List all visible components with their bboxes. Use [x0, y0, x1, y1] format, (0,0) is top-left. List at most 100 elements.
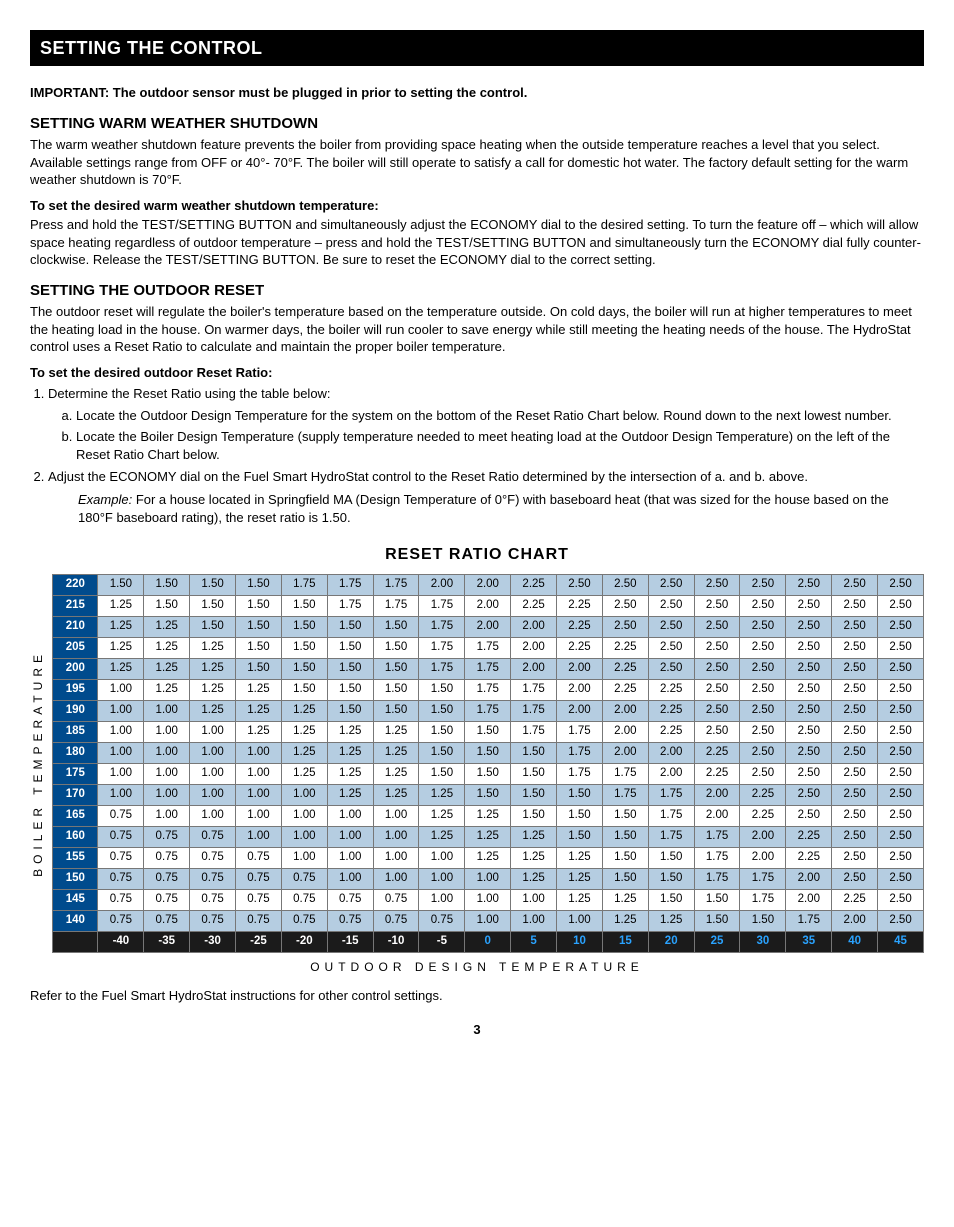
outdoor-reset-paragraph-1: The outdoor reset will regulate the boil…: [30, 303, 924, 356]
chart-cell: 0.75: [373, 910, 419, 931]
chart-cell: 1.50: [419, 679, 465, 700]
chart-cell: 2.00: [602, 742, 648, 763]
chart-cell: 2.50: [602, 574, 648, 595]
chart-cell: 1.75: [648, 826, 694, 847]
chart-cell: 1.25: [236, 679, 282, 700]
chart-cell: 2.50: [832, 700, 878, 721]
chart-row-header: 175: [53, 763, 98, 784]
chart-cell: 1.50: [511, 763, 557, 784]
chart-col-header: -5: [419, 931, 465, 952]
chart-cell: 2.25: [511, 595, 557, 616]
chart-cell: 1.00: [511, 889, 557, 910]
outdoor-reset-subheading: To set the desired outdoor Reset Ratio:: [30, 364, 924, 382]
chart-cell: 2.00: [419, 574, 465, 595]
chart-cell: 1.25: [190, 679, 236, 700]
chart-cell: 2.00: [786, 868, 832, 889]
chart-cell: 0.75: [98, 910, 144, 931]
chart-cell: 1.75: [557, 742, 603, 763]
chart-cell: 0.75: [98, 868, 144, 889]
chart-cell: 1.50: [373, 700, 419, 721]
chart-cell: 1.75: [602, 763, 648, 784]
chart-cell: 1.75: [557, 763, 603, 784]
chart-cell: 1.00: [327, 826, 373, 847]
chart-cell: 1.25: [511, 868, 557, 889]
chart-cell: 1.00: [190, 805, 236, 826]
chart-cell: 1.25: [465, 847, 511, 868]
chart-cell: 1.50: [648, 868, 694, 889]
chart-cell: 2.25: [832, 889, 878, 910]
chart-row-header: 190: [53, 700, 98, 721]
chart-cell: 2.25: [648, 679, 694, 700]
chart-cell: 1.00: [327, 847, 373, 868]
chart-cell: 1.00: [144, 742, 190, 763]
chart-cell: 0.75: [98, 889, 144, 910]
chart-cell: 1.00: [465, 910, 511, 931]
chart-cell: 1.50: [190, 616, 236, 637]
heading-outdoor-reset: SETTING THE OUTDOOR RESET: [30, 281, 924, 301]
chart-cell: 0.75: [373, 889, 419, 910]
chart-cell: 2.50: [602, 595, 648, 616]
chart-cell: 1.00: [281, 805, 327, 826]
chart-cell: 1.75: [465, 700, 511, 721]
chart-col-header: -35: [144, 931, 190, 952]
chart-cell: 0.75: [190, 910, 236, 931]
chart-cell: 2.00: [511, 637, 557, 658]
chart-cell: 2.50: [832, 679, 878, 700]
chart-cell: 1.25: [327, 763, 373, 784]
chart-cell: 1.75: [694, 847, 740, 868]
chart-col-header: -40: [98, 931, 144, 952]
chart-x-axis-label: OUTDOOR DESIGN TEMPERATURE: [30, 959, 924, 975]
chart-cell: 2.50: [694, 637, 740, 658]
chart-row-header: 185: [53, 721, 98, 742]
chart-col-header: 15: [602, 931, 648, 952]
chart-col-header: -15: [327, 931, 373, 952]
chart-cell: 2.25: [740, 805, 786, 826]
chart-col-header: -25: [236, 931, 282, 952]
chart-cell: 1.50: [373, 616, 419, 637]
chart-cell: 1.25: [144, 637, 190, 658]
chart-cell: 1.50: [98, 574, 144, 595]
chart-cell: 2.25: [557, 637, 603, 658]
chart-cell: 2.50: [740, 658, 786, 679]
chart-cell: 1.50: [694, 889, 740, 910]
chart-cell: 1.50: [236, 574, 282, 595]
chart-cell: 1.25: [327, 721, 373, 742]
chart-cell: 1.50: [557, 784, 603, 805]
chart-row-header: 220: [53, 574, 98, 595]
chart-cell: 1.00: [327, 868, 373, 889]
chart-cell: 1.50: [511, 805, 557, 826]
chart-cell: 1.25: [144, 616, 190, 637]
chart-col-header: 45: [878, 931, 924, 952]
chart-row-header: 205: [53, 637, 98, 658]
chart-cell: 1.75: [740, 868, 786, 889]
footer-sentence: Refer to the Fuel Smart HydroStat instru…: [30, 987, 924, 1005]
chart-cell: 2.50: [878, 700, 924, 721]
chart-cell: 2.25: [557, 595, 603, 616]
chart-cell: 2.25: [557, 616, 603, 637]
chart-cell: 0.75: [144, 910, 190, 931]
chart-cell: 2.50: [832, 637, 878, 658]
chart-cell: 1.25: [373, 742, 419, 763]
chart-cell: 1.00: [327, 805, 373, 826]
chart-cell: 1.50: [694, 910, 740, 931]
chart-cell: 1.75: [327, 574, 373, 595]
chart-cell: 0.75: [144, 826, 190, 847]
chart-cell: 1.25: [190, 658, 236, 679]
chart-cell: 2.25: [648, 721, 694, 742]
chart-cell: 1.75: [648, 784, 694, 805]
chart-cell: 1.00: [373, 826, 419, 847]
chart-cell: 2.25: [694, 763, 740, 784]
chart-cell: 2.00: [602, 700, 648, 721]
chart-cell: 1.50: [465, 742, 511, 763]
chart-cell: 2.50: [832, 574, 878, 595]
chart-cell: 1.75: [557, 721, 603, 742]
chart-cell: 2.50: [786, 679, 832, 700]
chart-cell: 2.50: [832, 763, 878, 784]
chart-cell: 2.50: [694, 616, 740, 637]
chart-cell: 2.50: [878, 637, 924, 658]
chart-cell: 2.50: [694, 595, 740, 616]
chart-col-header: -10: [373, 931, 419, 952]
chart-cell: 1.75: [465, 658, 511, 679]
chart-cell: 1.25: [602, 889, 648, 910]
chart-cell: 1.75: [373, 574, 419, 595]
